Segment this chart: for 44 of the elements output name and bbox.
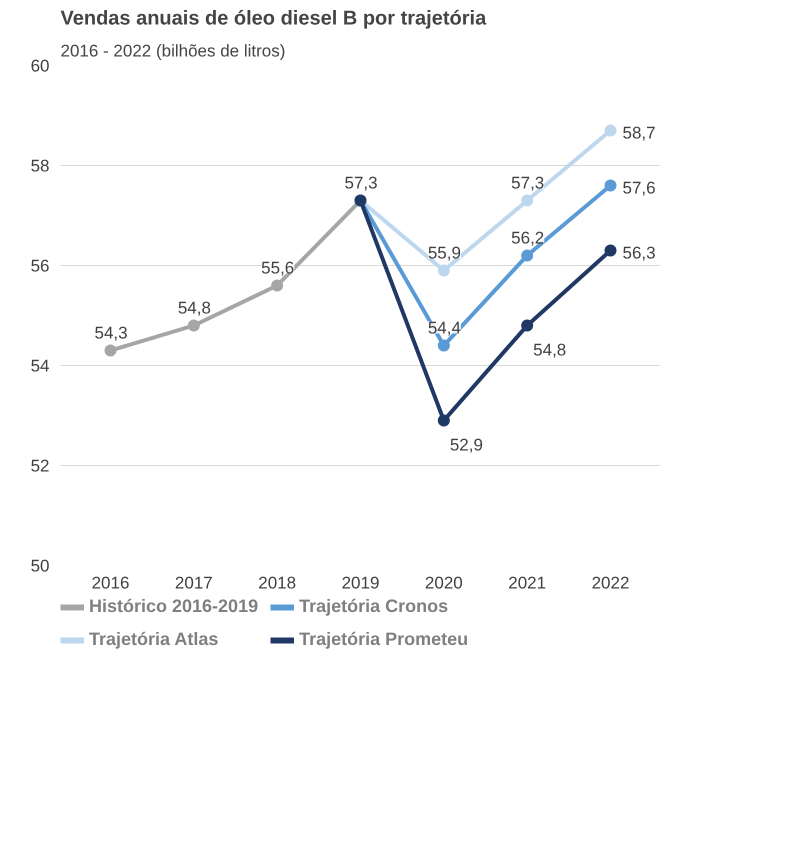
data-label: 54,8 [533, 340, 566, 360]
point [521, 250, 534, 262]
chart-title: Vendas anuais de óleo diesel B por trajetória [60, 8, 488, 30]
y-tick-label: 58 [30, 156, 50, 176]
legend-label: Histórico 2016-2019 [89, 596, 258, 617]
point [438, 264, 450, 276]
data-label: 54,3 [94, 324, 128, 342]
point [104, 344, 116, 356]
x-tick-label: 2019 [342, 574, 380, 592]
y-tick-label: 54 [30, 356, 50, 376]
data-label: 54,8 [178, 298, 211, 318]
legend-label: Trajetória Cronos [299, 596, 448, 617]
legend-label: Trajetória Prometeu [299, 629, 468, 650]
point [604, 180, 616, 192]
data-label: 57,6 [622, 178, 656, 198]
data-label: 56,3 [622, 244, 656, 262]
x-tick-label: 2022 [592, 574, 630, 592]
point [271, 280, 284, 292]
data-label: 55,9 [428, 244, 461, 262]
data-label: 55,6 [261, 258, 294, 278]
legend-label: Trajetória Atlas [89, 629, 218, 650]
x-tick-label: 2020 [424, 574, 463, 592]
point [438, 340, 450, 352]
x-tick-label: 2017 [174, 574, 213, 592]
x-tick-label: 2016 [92, 574, 130, 592]
data-label: 58,7 [622, 124, 656, 142]
point [521, 320, 534, 332]
y-tick-label: 56 [30, 256, 50, 276]
y-tick-label: 52 [30, 456, 50, 476]
chart-subtitle: 2016 - 2022 (bilhões de litros) [60, 42, 286, 60]
data-label: 56,2 [511, 228, 544, 248]
point [188, 320, 200, 332]
y-tick-label: 60 [30, 56, 50, 76]
data-label: 57,3 [511, 174, 544, 192]
point [604, 244, 616, 256]
y-tick-label: 50 [30, 556, 50, 576]
point [521, 194, 534, 206]
x-tick-label: 2018 [258, 574, 296, 592]
x-tick-label: 2021 [508, 574, 546, 592]
point [604, 124, 616, 136]
data-label: 54,4 [428, 318, 461, 338]
data-label: 57,3 [344, 174, 378, 192]
data-label: 52,9 [450, 436, 483, 454]
point [438, 414, 450, 426]
